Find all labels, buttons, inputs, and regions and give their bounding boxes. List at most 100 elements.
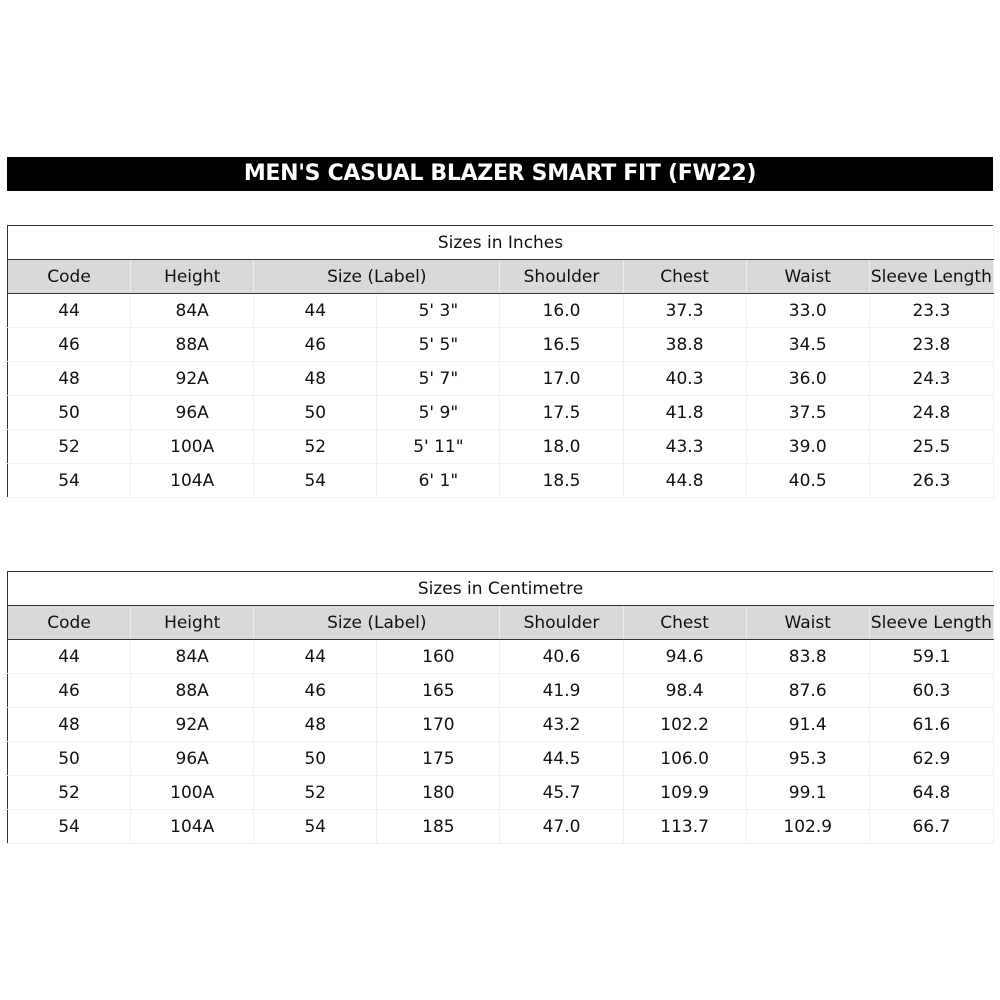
table-cell: 106.0 [623, 741, 747, 776]
table-caption: Sizes in Inches [7, 225, 994, 260]
table-cell: 52 [253, 429, 378, 464]
table-cell: 60.3 [869, 673, 995, 708]
table-cell: 44.8 [623, 463, 747, 498]
table-row: 44 84A 44 5' 3" 16.0 37.3 33.0 23.3 [7, 293, 995, 328]
table-cell: 88A [130, 327, 255, 362]
table-cell: 54 [7, 463, 132, 498]
column-header: Sleeve Length [869, 259, 995, 294]
header-row: Code Height Size (Label) Shoulder Chest Waist… [7, 605, 995, 640]
table-row: 48 92A 48 5' 7" 17.0 40.3 36.0 24.3 [7, 361, 995, 396]
table-cell: 84A [130, 293, 255, 328]
column-header: Height [130, 259, 255, 294]
column-header: Chest [623, 259, 747, 294]
column-header: Size (Label) [253, 259, 501, 294]
header-row: Code Height Size (Label) Shoulder Chest Waist… [7, 259, 995, 294]
table-cell: 91.4 [746, 707, 870, 742]
inches-size-table: Sizes in Inches Code Height Size (Label) Sho… [7, 225, 995, 498]
table-cell: 5' 3" [376, 293, 501, 328]
table-cell: 18.0 [499, 429, 624, 464]
table-cell: 16.5 [499, 327, 624, 362]
table-cell: 5' 11" [376, 429, 501, 464]
table-cell: 54 [253, 809, 378, 844]
table-cell: 92A [130, 361, 255, 396]
table-cell: 64.8 [869, 775, 995, 810]
page-title: MEN'S CASUAL BLAZER SMART FIT (FW22) [7, 157, 993, 191]
table-cell: 83.8 [746, 639, 870, 674]
table-cell: 50 [253, 741, 378, 776]
table-cell: 48 [7, 361, 132, 396]
table-cell: 40.6 [499, 639, 624, 674]
table-cell: 46 [7, 673, 132, 708]
table-cell: 94.6 [623, 639, 747, 674]
table-cell: 36.0 [746, 361, 870, 396]
column-header: Code [7, 605, 132, 640]
table-cell: 44 [253, 293, 378, 328]
table-cell: 59.1 [869, 639, 995, 674]
table-cell: 46 [253, 673, 378, 708]
table-cell: 44.5 [499, 741, 624, 776]
table-cell: 102.2 [623, 707, 747, 742]
table-cell: 40.3 [623, 361, 747, 396]
table-cell: 52 [7, 429, 132, 464]
table-cell: 26.3 [869, 463, 995, 498]
table-cell: 6' 1" [376, 463, 501, 498]
table-cell: 25.5 [869, 429, 995, 464]
table-cell: 180 [376, 775, 501, 810]
table-row: 54 104A 54 6' 1" 18.5 44.8 40.5 26.3 [7, 463, 995, 498]
table-cell: 41.9 [499, 673, 624, 708]
table-caption: Sizes in Centimetre [7, 571, 994, 606]
table-cell: 175 [376, 741, 501, 776]
column-header: Height [130, 605, 255, 640]
table-cell: 185 [376, 809, 501, 844]
table-cell: 17.0 [499, 361, 624, 396]
table-cell: 50 [253, 395, 378, 430]
table-row: 50 96A 50 5' 9" 17.5 41.8 37.5 24.8 [7, 395, 995, 430]
table-cell: 48 [7, 707, 132, 742]
table-cell: 52 [7, 775, 132, 810]
table-cell: 99.1 [746, 775, 870, 810]
table-cell: 45.7 [499, 775, 624, 810]
table-cell: 16.0 [499, 293, 624, 328]
table-cell: 5' 9" [376, 395, 501, 430]
table-cell: 43.2 [499, 707, 624, 742]
table-cell: 17.5 [499, 395, 624, 430]
table-cell: 41.8 [623, 395, 747, 430]
table-row: 48 92A 48 170 43.2 102.2 91.4 61.6 [7, 707, 995, 742]
table-cell: 52 [253, 775, 378, 810]
table-cell: 113.7 [623, 809, 747, 844]
table-row: 46 88A 46 165 41.9 98.4 87.6 60.3 [7, 673, 995, 708]
table-row: 54 104A 54 185 47.0 113.7 102.9 66.7 [7, 809, 995, 844]
table-cell: 44 [7, 639, 132, 674]
table-cell: 84A [130, 639, 255, 674]
column-header: Chest [623, 605, 747, 640]
table-cell: 24.3 [869, 361, 995, 396]
table-cell: 47.0 [499, 809, 624, 844]
table-cell: 96A [130, 741, 255, 776]
column-header: Size (Label) [253, 605, 501, 640]
table-row: 52 100A 52 180 45.7 109.9 99.1 64.8 [7, 775, 995, 810]
table-cell: 62.9 [869, 741, 995, 776]
table-cell: 50 [7, 395, 132, 430]
table-cell: 100A [130, 775, 255, 810]
table-row: 50 96A 50 175 44.5 106.0 95.3 62.9 [7, 741, 995, 776]
table-cell: 61.6 [869, 707, 995, 742]
table-cell: 37.5 [746, 395, 870, 430]
table-cell: 23.8 [869, 327, 995, 362]
table-cell: 46 [7, 327, 132, 362]
table-row: 46 88A 46 5' 5" 16.5 38.8 34.5 23.8 [7, 327, 995, 362]
table-cell: 98.4 [623, 673, 747, 708]
centimetre-size-table: Sizes in Centimetre Code Height Size (Label… [7, 571, 995, 844]
table-cell: 165 [376, 673, 501, 708]
table-cell: 100A [130, 429, 255, 464]
table-cell: 88A [130, 673, 255, 708]
table-cell: 38.8 [623, 327, 747, 362]
table-cell: 5' 7" [376, 361, 501, 396]
table-row: 44 84A 44 160 40.6 94.6 83.8 59.1 [7, 639, 995, 674]
table-cell: 104A [130, 809, 255, 844]
table-cell: 18.5 [499, 463, 624, 498]
table-cell: 33.0 [746, 293, 870, 328]
table-cell: 24.8 [869, 395, 995, 430]
table-cell: 5' 5" [376, 327, 501, 362]
column-header: Shoulder [499, 259, 624, 294]
table-cell: 48 [253, 361, 378, 396]
